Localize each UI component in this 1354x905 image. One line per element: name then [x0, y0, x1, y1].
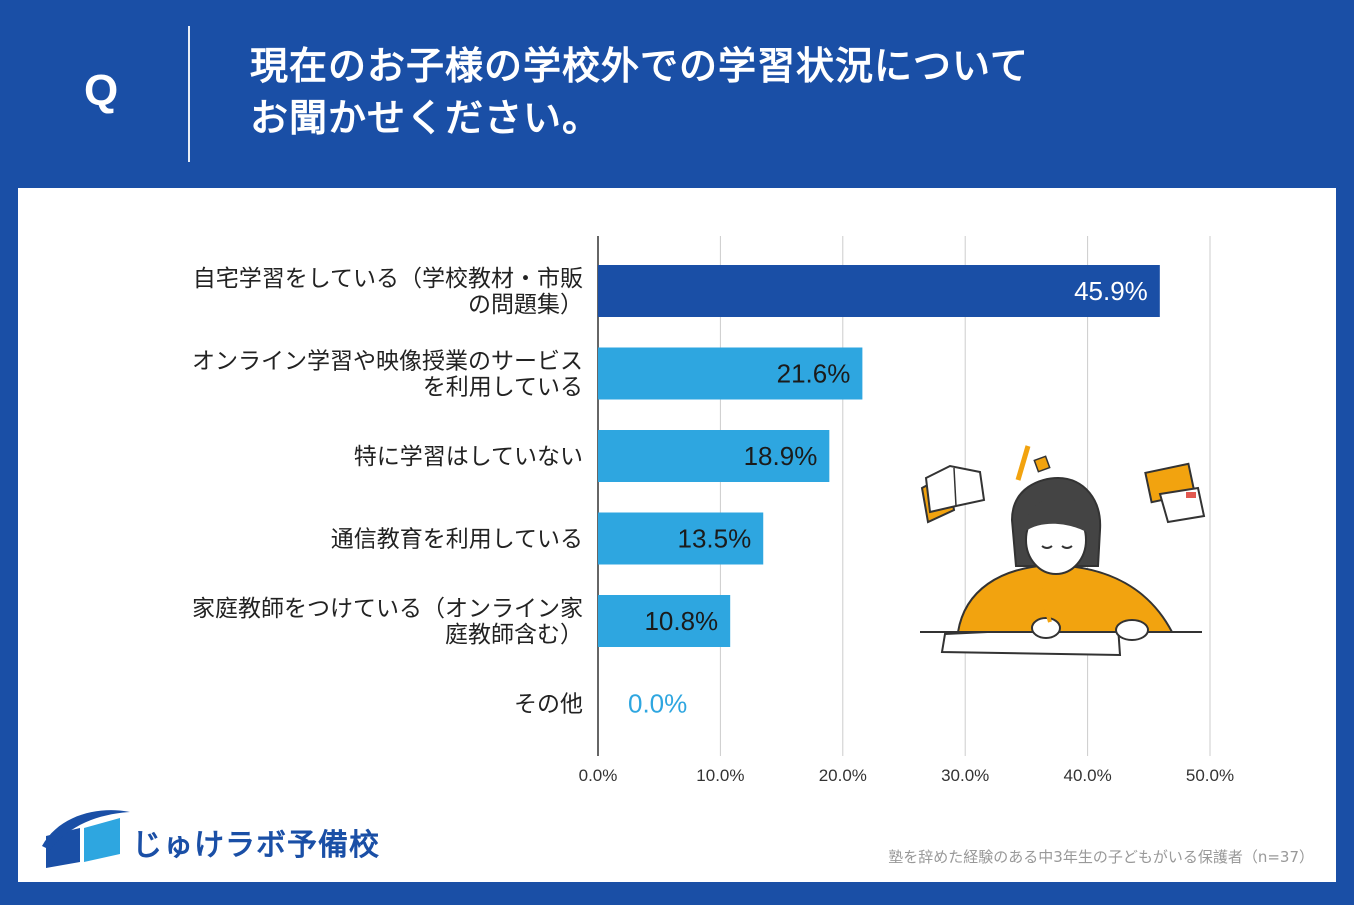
category-label: 通信教育を利用している: [331, 527, 583, 553]
student-studying-illustration: [920, 445, 1206, 657]
category-label: を利用している: [423, 375, 583, 401]
category-label: オンライン学習や映像授業のサービス: [192, 349, 583, 375]
question-title-line1: 現在のお子様の学校外での学習状況について: [250, 44, 1029, 88]
question-marker: Q: [84, 66, 119, 115]
bar-value-label: 0.0%: [628, 689, 687, 719]
bar-value-label: 21.6%: [777, 359, 851, 389]
x-tick-label: 50.0%: [1186, 766, 1234, 785]
bar-value-label: 13.5%: [678, 524, 752, 554]
category-label: 家庭教師をつけている（オンライン家: [192, 596, 583, 622]
bar-value-label: 10.8%: [644, 606, 718, 636]
survey-footnote: 塾を辞めた経験のある中3年生の子どもがいる保護者（n=37）: [888, 848, 1314, 866]
bar: [598, 265, 1160, 317]
x-tick-label: 10.0%: [696, 766, 744, 785]
category-label: の問題集）: [468, 292, 583, 318]
bar: [598, 595, 731, 647]
bar-value-label: 18.9%: [744, 441, 818, 471]
bar-value-label: 45.9%: [1074, 276, 1148, 306]
category-label: 自宅学習をしている（学校教材・市販: [193, 266, 583, 292]
x-tick-label: 40.0%: [1063, 766, 1111, 785]
question-title-line2: お聞かせください。: [250, 96, 602, 140]
bar: [598, 512, 764, 565]
question-title: 現在のお子様の学校外での学習状況について お聞かせください。: [250, 40, 1029, 144]
chart-labels: 0.0% 10.0% 20.0% 30.0% 40.0% 50.0% 45.9% 自宅学習をし…: [192, 266, 1234, 785]
brand-name: じゅけラボ予備校: [132, 828, 380, 863]
x-tick-label: 20.0%: [819, 766, 867, 785]
header-divider: [188, 26, 190, 162]
x-tick-label: 0.0%: [579, 766, 618, 785]
bar: [598, 430, 830, 482]
brand-logo-icon: [42, 810, 130, 868]
chart-grid: [597, 236, 1211, 756]
category-label: 特に学習はしていない: [354, 444, 583, 470]
bar: [598, 347, 863, 400]
category-label: その他: [514, 692, 583, 718]
x-tick-label: 30.0%: [941, 766, 989, 785]
chart-bars: [598, 265, 1160, 647]
question-header: Q 現在のお子様の学校外での学習状況について お聞かせください。: [0, 0, 1354, 188]
category-label: 庭教師含む）: [445, 622, 583, 648]
